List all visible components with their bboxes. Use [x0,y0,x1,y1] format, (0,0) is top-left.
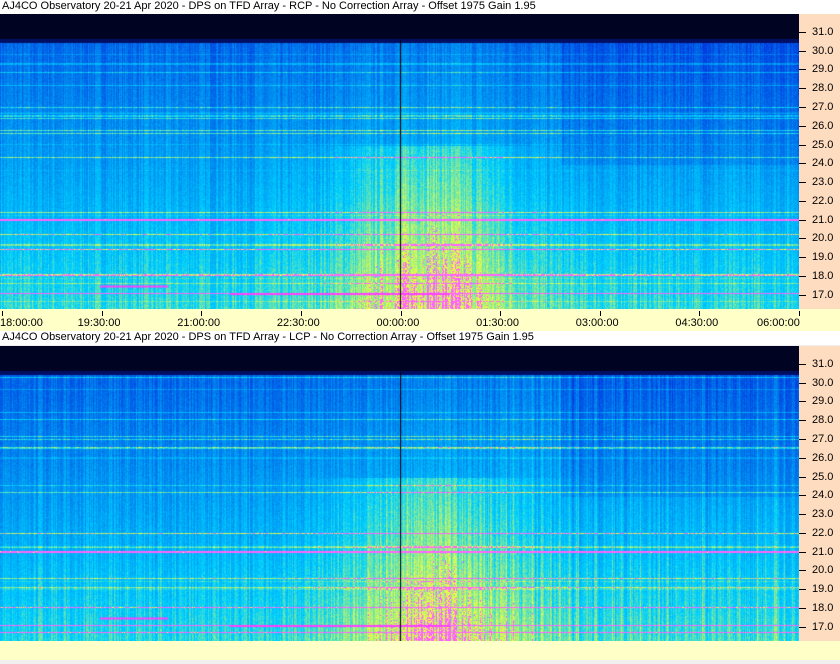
time-axis-lcp [0,641,840,660]
spectrogram-rcp [0,14,799,309]
frequency-axis-rcp: 31.0 30.0 29.0 28.0 27.0 26.0 25.0 24.0 23.0 22.0… [799,14,840,309]
spectrogram-lcp [0,346,799,641]
panel-title-rcp: AJ4CO Observatory 20-21 Apr 2020 - DPS o… [0,0,840,14]
panel-title-lcp: AJ4CO Observatory 20-21 Apr 2020 - DPS o… [0,331,840,345]
frequency-axis-lcp: 31.0 30.0 29.0 28.0 27.0 26.0 25.0 24.0 23.0 22.0… [799,346,840,641]
time-axis: 18:00:00 19:30:00 21:00:00 22:30:00 00:00:00… [0,309,840,331]
